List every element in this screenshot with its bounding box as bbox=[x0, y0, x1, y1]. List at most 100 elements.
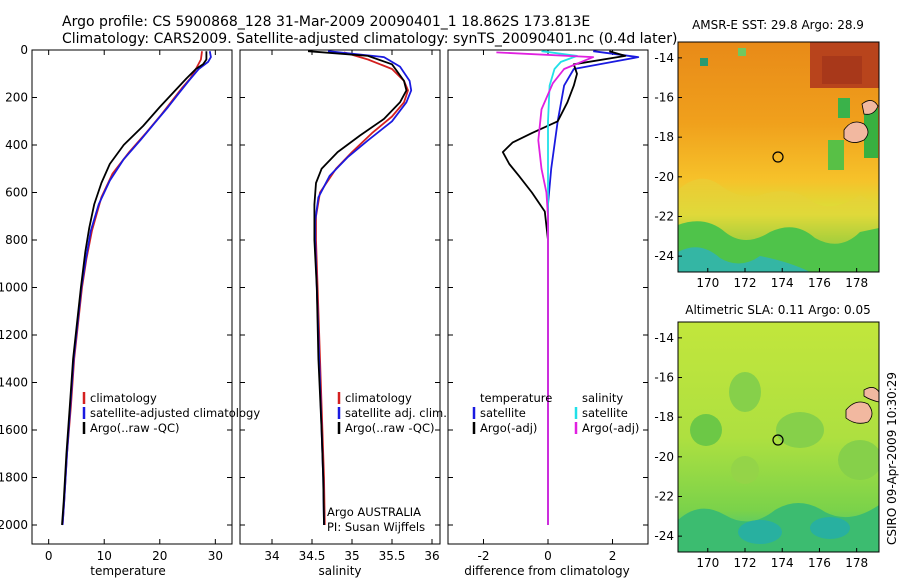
legend-label-climatology: climatology bbox=[345, 391, 412, 405]
map-y-tick-label: -18 bbox=[654, 410, 674, 424]
vanua-levu-shape bbox=[863, 387, 879, 403]
fiji-island-shape bbox=[845, 401, 873, 424]
map-y-tick-label: -24 bbox=[654, 529, 674, 543]
x-tick-label: 0 bbox=[45, 549, 53, 563]
sst-map-title: AMSR-E SST: 29.8 Argo: 28.9 bbox=[692, 18, 864, 32]
difference-xlabel: difference from climatology bbox=[464, 564, 630, 578]
temperature-xlabel: temperature bbox=[90, 564, 165, 578]
series-line-salinity-satellite bbox=[541, 50, 578, 525]
salinity-panel: 34 34.5 35 35.5 36 salinity climatology sate… bbox=[239, 49, 447, 578]
legend-label-temp-argo: Argo(-adj) bbox=[480, 421, 537, 435]
sla-low-blob bbox=[729, 372, 761, 412]
series-line-satellite-adj-clim- bbox=[314, 50, 413, 526]
series-line-satellite-adjusted-climatology bbox=[61, 51, 212, 526]
series-line-argo-raw-qc- bbox=[307, 50, 408, 526]
map-y-tick-label: -14 bbox=[654, 51, 674, 65]
salinity-legend: climatology satellite adj. clim. Argo(..… bbox=[337, 391, 447, 435]
legend-label-climatology: climatology bbox=[90, 391, 157, 405]
map-x-tick-label: 178 bbox=[845, 276, 868, 290]
salinity-axes-frame bbox=[239, 49, 441, 545]
sst-cloud-pixel bbox=[864, 108, 878, 158]
series-line-argo-raw-qc- bbox=[61, 51, 208, 526]
argo-pi-label: PI: Susan Wijffels bbox=[327, 520, 425, 534]
fiji-island-shape bbox=[843, 121, 869, 143]
x-tick-label: 2 bbox=[609, 549, 617, 563]
sla-map: Altimetric SLA: 0.11 Argo: 0.05 170 172 17… bbox=[654, 303, 880, 570]
legend-label-argo: Argo(..raw -QC) bbox=[345, 421, 435, 435]
sst-cloud-pixel bbox=[738, 48, 746, 56]
sst-cloud-pixel bbox=[828, 140, 844, 170]
legend-label-sal-argo: Argo(-adj) bbox=[582, 421, 639, 435]
y-tick-label: 0 bbox=[20, 43, 28, 57]
legend-label-sal-satellite: satellite bbox=[582, 406, 628, 420]
legend-label-satellite: satellite-adjusted climatology bbox=[90, 406, 260, 420]
sst-cloud-pixel bbox=[700, 58, 708, 66]
y-tick-label: 1000 bbox=[0, 281, 28, 295]
x-tick-label: 34.5 bbox=[299, 549, 326, 563]
figure-title-line2: Climatology: CARS2009. Satellite-adjuste… bbox=[62, 31, 677, 47]
y-tick-label: 1800 bbox=[0, 471, 28, 485]
x-tick-label: 0 bbox=[544, 549, 552, 563]
x-tick-label: 35.5 bbox=[379, 549, 406, 563]
sst-cloud-pixel bbox=[838, 98, 850, 118]
sst-hot-core bbox=[822, 56, 862, 84]
series-line-climatology bbox=[61, 51, 203, 526]
sst-map: AMSR-E SST: 29.8 Argo: 28.9 170 172 174 176… bbox=[654, 18, 880, 290]
temperature-panel: 0 10 20 30 0 200 400 600 800 1000 1200 1400 1600 1800… bbox=[0, 43, 260, 578]
sla-low-blob bbox=[731, 456, 759, 484]
y-tick-label: 200 bbox=[5, 91, 28, 105]
legend-label-satellite: satellite adj. clim. bbox=[345, 406, 447, 420]
sst-teal-band bbox=[678, 247, 810, 272]
map-y-tick-label: -20 bbox=[654, 450, 674, 464]
map-x-tick-label: 172 bbox=[734, 556, 757, 570]
sla-low-blob bbox=[838, 440, 879, 480]
map-x-tick-label: 176 bbox=[808, 276, 831, 290]
y-tick-label: 2000 bbox=[0, 518, 28, 532]
series-line-temperature-satellite bbox=[547, 50, 640, 525]
x-tick-label: 30 bbox=[208, 549, 223, 563]
argo-float-marker bbox=[772, 434, 784, 446]
legend-label-argo: Argo(..raw -QC) bbox=[90, 421, 180, 435]
argo-float-marker bbox=[772, 151, 784, 163]
x-tick-label: 36 bbox=[424, 549, 439, 563]
y-tick-label: 1200 bbox=[0, 328, 28, 342]
x-tick-label: 20 bbox=[152, 549, 167, 563]
y-tick-label: 800 bbox=[5, 233, 28, 247]
vanua-levu-shape bbox=[861, 100, 879, 115]
sst-green-band bbox=[678, 221, 879, 272]
map-x-tick-label: 178 bbox=[845, 556, 868, 570]
figure-title-line1: Argo profile: CS 5900868_128 31-Mar-2009… bbox=[62, 14, 590, 30]
map-x-tick-label: 174 bbox=[771, 276, 794, 290]
sla-teal-blob bbox=[810, 517, 850, 539]
y-tick-label: 400 bbox=[5, 138, 28, 152]
x-tick-label: -2 bbox=[477, 549, 489, 563]
y-tick-label: 600 bbox=[5, 186, 28, 200]
difference-panel: -2 0 2 difference from climatology tempera… bbox=[447, 49, 649, 578]
legend-heading-salinity: salinity bbox=[582, 391, 623, 405]
temperature-legend: climatology satellite-adjusted climatolo… bbox=[82, 391, 260, 435]
map-y-tick-label: -22 bbox=[654, 489, 674, 503]
difference-legend: temperature satellite Argo(-adj) salinit… bbox=[472, 391, 639, 435]
sla-teal-blob bbox=[738, 520, 782, 544]
x-tick-label: 10 bbox=[97, 549, 112, 563]
x-tick-label: 35 bbox=[344, 549, 359, 563]
map-y-tick-label: -14 bbox=[654, 331, 674, 345]
map-y-tick-label: -24 bbox=[654, 249, 674, 263]
sla-low-blob bbox=[776, 412, 824, 448]
map-x-tick-label: 176 bbox=[808, 556, 831, 570]
map-y-tick-label: -22 bbox=[654, 209, 674, 223]
sla-map-title: Altimetric SLA: 0.11 Argo: 0.05 bbox=[685, 303, 870, 317]
csiro-timestamp: CSIRO 09-Apr-2009 10:30:29 bbox=[885, 372, 899, 545]
map-y-tick-label: -16 bbox=[654, 91, 674, 105]
sla-low-blob bbox=[690, 414, 722, 446]
argo-agency-label: Argo AUSTRALIA bbox=[327, 505, 421, 519]
sst-map-frame bbox=[677, 41, 880, 273]
map-y-tick-label: -18 bbox=[654, 130, 674, 144]
map-y-tick-label: -16 bbox=[654, 371, 674, 385]
map-x-tick-label: 172 bbox=[734, 276, 757, 290]
series-line-temperature-argo-adj- bbox=[501, 50, 627, 525]
map-x-tick-label: 174 bbox=[771, 556, 794, 570]
map-y-tick-label: -20 bbox=[654, 170, 674, 184]
map-x-tick-label: 170 bbox=[696, 276, 719, 290]
